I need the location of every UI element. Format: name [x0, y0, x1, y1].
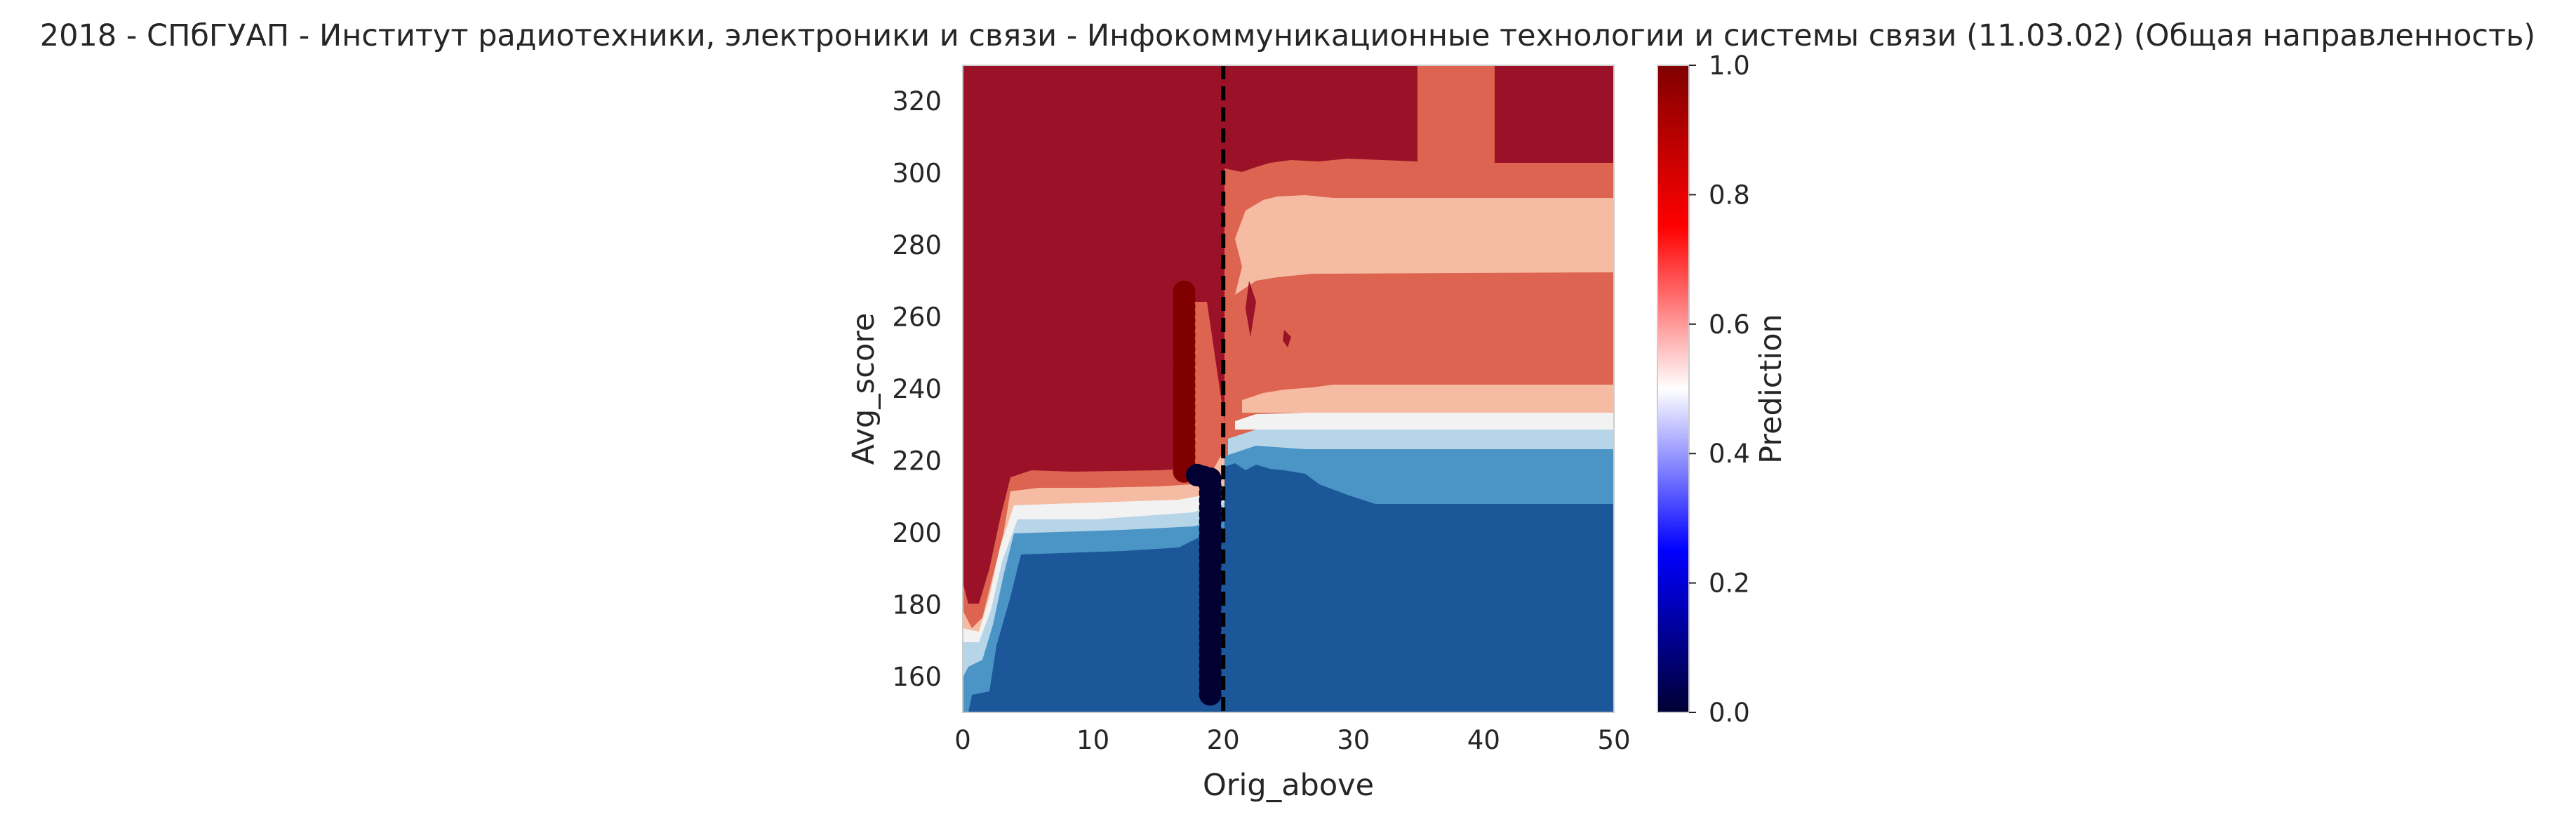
x-tick-label: 0 [954, 725, 971, 755]
y-tick-label: 220 [892, 446, 942, 476]
scatter-point-blue [1199, 683, 1222, 706]
y-tick-label: 240 [892, 374, 942, 404]
x-axis-ticks: 0 10 20 30 40 50 [954, 725, 1630, 755]
plot-area [963, 65, 1614, 712]
colorbar-tick-label: 0.6 [1709, 310, 1750, 340]
colorbar-ticks: 0.0 0.2 0.4 0.6 0.8 1.0 [1689, 51, 1750, 728]
region-right-light-red-lower [1242, 385, 1614, 413]
colorbar-tick-label: 0.2 [1709, 569, 1750, 599]
scatter-points [1173, 280, 1222, 706]
y-tick-label: 320 [892, 86, 942, 117]
region-left-low [968, 530, 1224, 712]
colorbar-tick-label: 0.0 [1709, 698, 1750, 728]
y-tick-label: 260 [892, 303, 942, 333]
x-tick-label: 20 [1207, 725, 1240, 755]
y-axis-label: Avg_score [846, 313, 881, 465]
y-tick-label: 280 [892, 230, 942, 260]
region-speck-2 [1283, 330, 1291, 347]
x-tick-label: 40 [1467, 725, 1500, 755]
colorbar-tick-label: 0.8 [1709, 180, 1750, 210]
region-speck-1 [1246, 281, 1256, 337]
y-tick-label: 300 [892, 159, 942, 189]
chart-title: 2018 - СПбГУАП - Институт радиотехники, … [40, 18, 2535, 53]
region-right-neutral [1235, 413, 1614, 430]
colorbar-tick-label: 0.4 [1709, 439, 1750, 469]
x-axis-label: Orig_above [1203, 768, 1374, 803]
x-tick-label: 10 [1076, 725, 1109, 755]
x-tick-label: 50 [1597, 725, 1630, 755]
region-right-low [1224, 463, 1614, 712]
colorbar [1657, 65, 1690, 713]
y-tick-label: 180 [892, 590, 942, 620]
y-axis-ticks: 160 180 200 220 240 260 280 300 320 [892, 86, 942, 692]
y-tick-label: 160 [892, 662, 942, 692]
colorbar-label: Prediction [1754, 314, 1789, 464]
colorbar-tick-label: 1.0 [1709, 51, 1750, 81]
x-tick-label: 30 [1337, 725, 1370, 755]
region-right-light-red-upper [1235, 195, 1614, 295]
plot-frame [962, 65, 1615, 713]
y-tick-label: 200 [892, 518, 942, 548]
